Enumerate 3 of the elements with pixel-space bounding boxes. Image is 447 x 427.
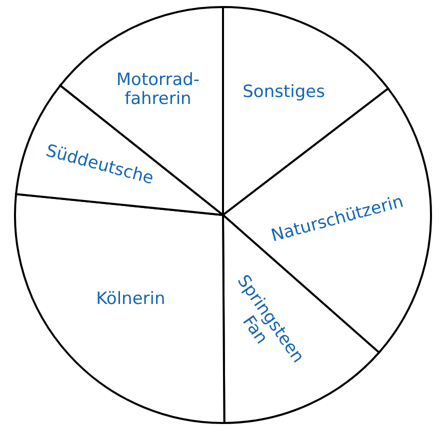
slice-label: Motorrad- fahrerin	[116, 70, 200, 110]
slice-label: Kölnerin	[96, 288, 166, 309]
slice-label: Sonstiges	[242, 82, 326, 102]
